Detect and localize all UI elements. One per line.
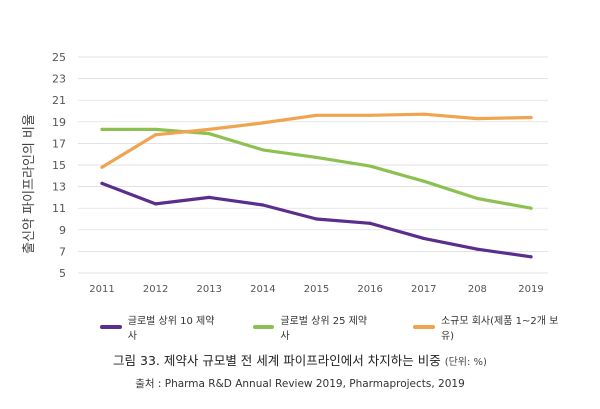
y-tick-label: 21 bbox=[52, 94, 66, 107]
data-point bbox=[368, 164, 372, 168]
data-point bbox=[475, 116, 479, 121]
data-point bbox=[261, 203, 265, 207]
y-axis-label: 출신약 파이프라인의 비율 bbox=[22, 114, 37, 254]
data-point bbox=[207, 132, 211, 136]
legend-label-top10: 글로벌 상위 10 제약사 bbox=[127, 316, 215, 342]
data-point bbox=[422, 236, 426, 241]
figure-caption: 그림 33. 제약사 규모별 전 세계 파이프라인에서 차지하는 비중 (단위:… bbox=[0, 350, 600, 369]
y-tick-label: 17 bbox=[52, 137, 66, 150]
series-lines bbox=[100, 112, 533, 259]
data-point bbox=[422, 179, 426, 183]
data-point bbox=[314, 113, 319, 117]
data-point bbox=[368, 113, 372, 117]
x-tick-label: 208 bbox=[468, 284, 487, 295]
data-point bbox=[422, 112, 426, 116]
x-tick-label: 2014 bbox=[250, 284, 275, 295]
y-tick-label: 13 bbox=[52, 181, 66, 194]
caption-unit: (단위: %) bbox=[444, 357, 487, 368]
data-point bbox=[529, 255, 533, 259]
data-point bbox=[475, 196, 479, 201]
x-tick-label: 2011 bbox=[89, 284, 114, 295]
y-tick-label: 15 bbox=[52, 159, 66, 172]
data-point bbox=[314, 155, 319, 160]
data-point bbox=[100, 181, 104, 185]
y-tick-label: 19 bbox=[52, 116, 66, 129]
grid-lines bbox=[78, 56, 548, 274]
x-tick-label: 2015 bbox=[304, 284, 329, 295]
legend-swatch-top10 bbox=[100, 325, 122, 329]
y-tick-label: 23 bbox=[52, 73, 66, 86]
series-line-1 bbox=[100, 127, 533, 210]
y-tick-label: 9 bbox=[59, 224, 66, 237]
data-point bbox=[100, 127, 104, 131]
data-point bbox=[261, 121, 265, 125]
data-point bbox=[261, 148, 265, 152]
data-point bbox=[475, 247, 479, 251]
legend-item-small: 소규모 회사(제품 1~2개 보유) bbox=[413, 312, 570, 342]
x-tick-label: 2016 bbox=[357, 284, 382, 295]
data-point bbox=[368, 221, 372, 225]
legend-swatch-top25 bbox=[252, 325, 275, 329]
x-tick-label: 2019 bbox=[518, 284, 543, 295]
caption-title: 그림 33. 제약사 규모별 전 세계 파이프라인에서 차지하는 비중 bbox=[113, 353, 441, 368]
data-point bbox=[207, 127, 211, 131]
legend-swatch-small bbox=[413, 325, 435, 329]
x-axis-ticks: 2011 2012 2013 2014 2015 2016 2017 208 2019 bbox=[89, 284, 543, 295]
x-tick-label: 2013 bbox=[197, 284, 222, 295]
y-tick-label: 25 bbox=[52, 51, 66, 64]
data-point bbox=[154, 202, 158, 206]
data-point bbox=[529, 206, 533, 210]
data-point bbox=[154, 127, 158, 131]
legend: 글로벌 상위 10 제약사 글로벌 상위 25 제약사 소규모 회사(제품 1~… bbox=[100, 312, 570, 342]
data-point bbox=[207, 195, 211, 199]
y-axis-ticks: 5 7 9 11 13 15 17 19 21 23 25 bbox=[52, 51, 66, 280]
y-tick-label: 11 bbox=[52, 202, 66, 215]
legend-item-top25: 글로벌 상위 25 제약사 bbox=[252, 312, 376, 342]
y-tick-label: 5 bbox=[59, 267, 66, 280]
legend-label-top25: 글로벌 상위 25 제약사 bbox=[280, 316, 368, 342]
data-point bbox=[100, 165, 104, 169]
legend-label-small: 소규모 회사(제품 1~2개 보유) bbox=[440, 316, 559, 342]
data-point bbox=[314, 217, 319, 221]
y-tick-label: 7 bbox=[59, 245, 66, 258]
legend-item-top10: 글로벌 상위 10 제약사 bbox=[100, 312, 223, 342]
x-tick-label: 2017 bbox=[411, 284, 436, 295]
source-note: 출처 : Pharma R&D Annual Review 2019, Phar… bbox=[135, 378, 465, 390]
x-tick-label: 2012 bbox=[143, 284, 168, 295]
data-point bbox=[154, 133, 158, 137]
data-point bbox=[529, 115, 533, 120]
